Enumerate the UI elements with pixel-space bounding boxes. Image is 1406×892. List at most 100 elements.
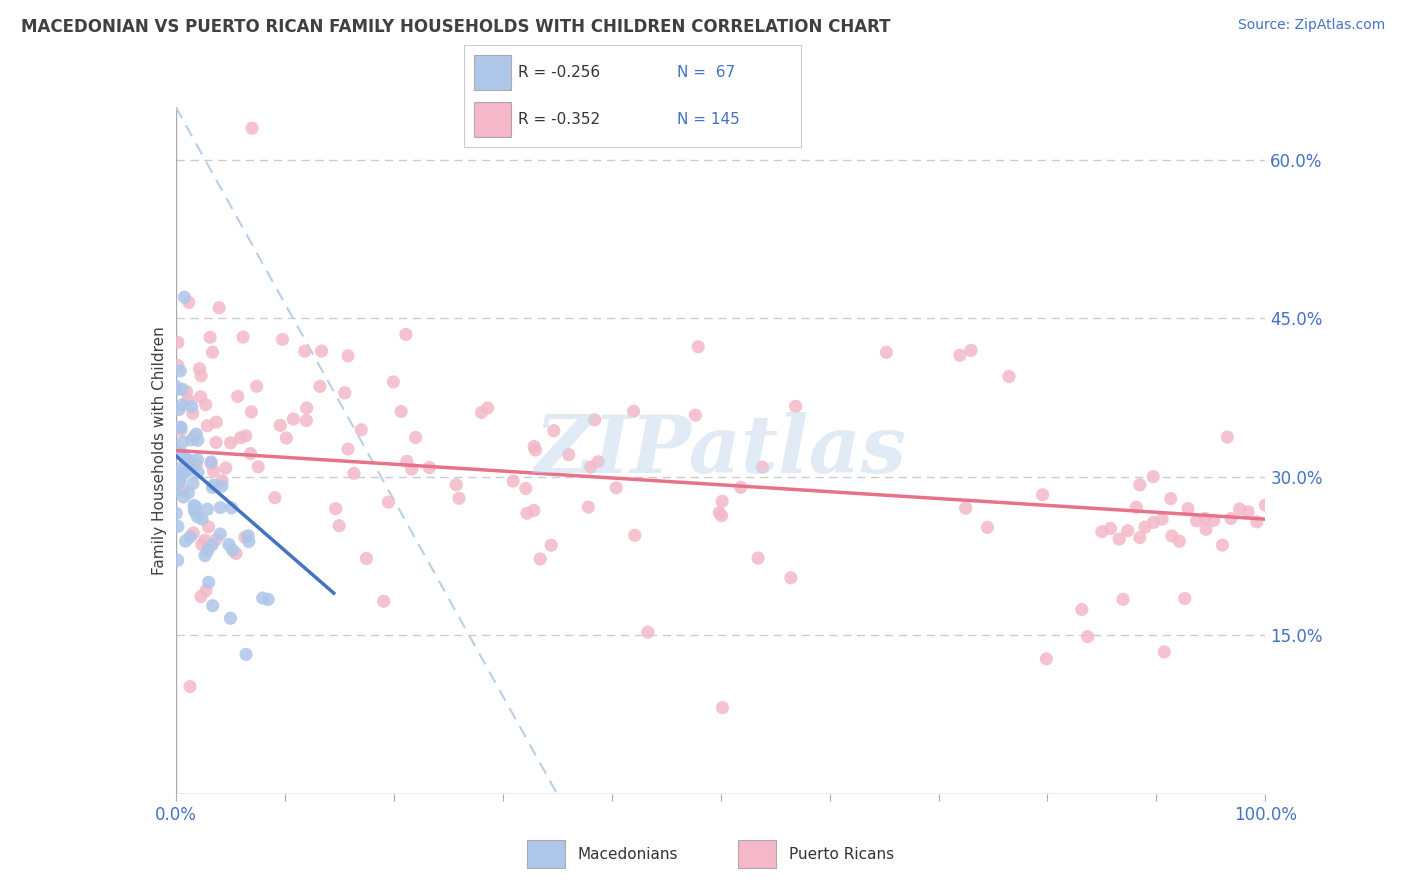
Point <box>395 327 418 342</box>
Point <box>200 455 222 469</box>
Point <box>389 404 412 418</box>
Point <box>557 448 579 462</box>
Point <box>395 454 418 468</box>
Point <box>998 369 1021 384</box>
Point <box>586 455 609 469</box>
Point <box>576 500 599 514</box>
Point <box>183 429 205 443</box>
Text: N =  67: N = 67 <box>676 65 735 79</box>
Point <box>167 467 190 481</box>
Point <box>1099 521 1122 535</box>
Point <box>209 527 232 541</box>
Point <box>523 503 546 517</box>
Point <box>1091 524 1114 539</box>
Point <box>170 420 193 434</box>
Point <box>176 464 198 478</box>
Point <box>195 583 218 598</box>
Point <box>382 375 405 389</box>
Point <box>257 592 280 607</box>
Point <box>179 530 201 544</box>
Point <box>350 423 373 437</box>
Text: Macedonians: Macedonians <box>578 847 678 862</box>
Point <box>444 477 467 491</box>
Point <box>333 385 356 400</box>
Point <box>190 390 212 404</box>
Point <box>540 538 562 552</box>
Point <box>624 528 647 542</box>
Text: ZIPatlas: ZIPatlas <box>534 412 907 489</box>
Point <box>751 460 773 475</box>
Point <box>311 344 333 359</box>
Point <box>1216 430 1239 444</box>
Point <box>502 474 524 488</box>
Point <box>170 423 193 437</box>
Point <box>294 344 316 359</box>
Point <box>1108 532 1130 546</box>
Y-axis label: Family Households with Children: Family Households with Children <box>152 326 167 574</box>
Point <box>201 481 224 495</box>
Point <box>166 553 188 567</box>
Point <box>875 345 897 359</box>
Point <box>169 475 191 489</box>
Point <box>1211 538 1233 552</box>
Point <box>730 480 752 494</box>
Point <box>176 452 198 467</box>
Point <box>1112 592 1135 607</box>
Point <box>418 460 440 475</box>
Point <box>1116 524 1139 538</box>
Point <box>271 333 294 347</box>
Point <box>235 429 257 443</box>
Point <box>747 551 769 566</box>
Point <box>238 534 260 549</box>
Point <box>194 549 217 563</box>
Point <box>1077 630 1099 644</box>
Point <box>785 400 807 414</box>
Point <box>336 442 359 456</box>
Point <box>711 494 734 508</box>
Point <box>181 476 204 491</box>
Point <box>240 121 263 136</box>
Point <box>202 464 225 478</box>
Point <box>177 486 200 500</box>
Point <box>1194 511 1216 525</box>
Text: Puerto Ricans: Puerto Ricans <box>789 847 894 862</box>
Point <box>194 533 217 547</box>
Point <box>246 379 269 393</box>
Point <box>165 478 187 492</box>
Point <box>236 529 259 543</box>
Point <box>169 475 191 489</box>
Point <box>1160 529 1182 543</box>
Text: R = -0.352: R = -0.352 <box>517 112 600 127</box>
Point <box>960 343 983 358</box>
Point <box>176 384 198 399</box>
Point <box>523 440 546 454</box>
Point <box>179 460 201 475</box>
Text: Source: ZipAtlas.com: Source: ZipAtlas.com <box>1237 18 1385 32</box>
Point <box>197 520 219 534</box>
Point <box>447 491 470 506</box>
Point <box>1133 520 1156 534</box>
Point <box>1129 478 1152 492</box>
Point <box>637 625 659 640</box>
Point <box>1174 591 1197 606</box>
Point <box>183 504 205 518</box>
Point <box>583 413 606 427</box>
Point <box>173 290 195 304</box>
Point <box>240 405 263 419</box>
Point <box>201 599 224 613</box>
Point <box>1246 515 1268 529</box>
Point <box>685 408 707 422</box>
Point <box>276 431 298 445</box>
Point <box>1070 602 1092 616</box>
Point <box>524 443 547 458</box>
Point <box>373 594 395 608</box>
Point <box>343 467 366 481</box>
Point <box>172 467 194 481</box>
Point <box>1237 505 1260 519</box>
Point <box>167 359 190 373</box>
Point <box>477 401 499 415</box>
Point <box>172 447 194 461</box>
Text: N = 145: N = 145 <box>676 112 740 127</box>
Point <box>1185 514 1208 528</box>
Point <box>325 501 347 516</box>
